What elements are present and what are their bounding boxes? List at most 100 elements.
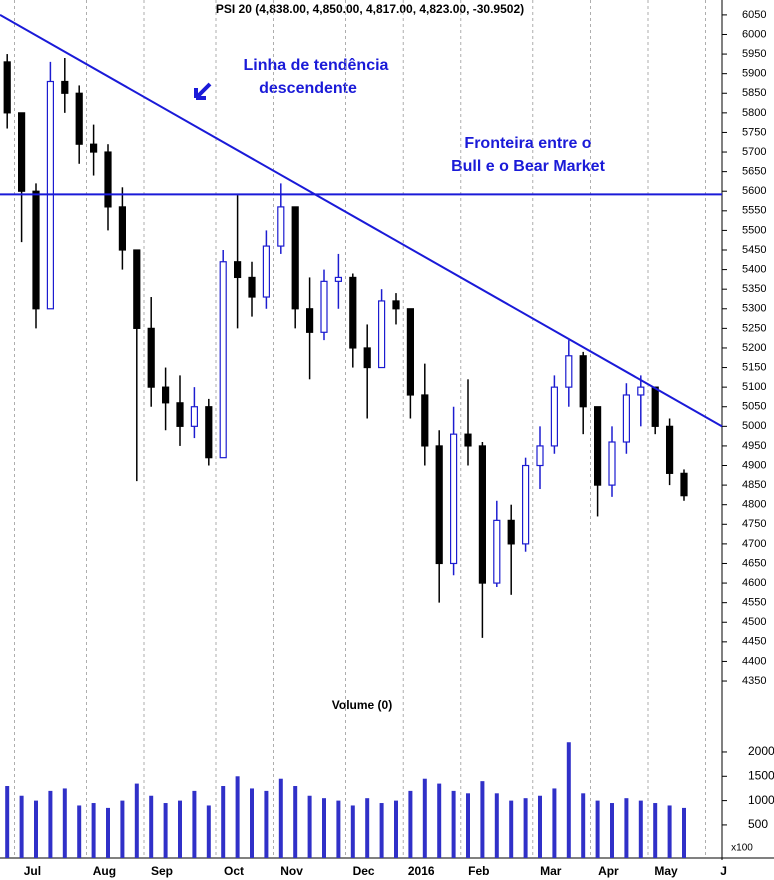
x-tick-label: May bbox=[654, 864, 678, 878]
volume-bar bbox=[466, 793, 470, 858]
volume-bar bbox=[192, 790, 197, 858]
volume-bar bbox=[682, 807, 686, 858]
candle-body bbox=[248, 276, 256, 298]
candle-body bbox=[176, 402, 184, 427]
y-tick-label: 5600 bbox=[742, 185, 766, 197]
volume-bar bbox=[221, 786, 226, 858]
volume-bar bbox=[437, 783, 442, 858]
volume-bar bbox=[624, 798, 629, 858]
volume-bar bbox=[336, 800, 341, 858]
candle-body bbox=[378, 300, 386, 369]
candle-body bbox=[478, 445, 486, 584]
candle-body bbox=[450, 433, 458, 565]
y-tick-label: 5550 bbox=[742, 205, 766, 217]
trend-line bbox=[0, 14, 723, 428]
candle-body bbox=[205, 406, 213, 459]
candle-body bbox=[277, 206, 285, 247]
y-tick-label: 4750 bbox=[742, 518, 766, 530]
y-tick-label: 5850 bbox=[742, 87, 766, 99]
x-tick-label: Jul bbox=[24, 864, 41, 878]
volume-bar bbox=[566, 742, 571, 858]
candle-body bbox=[219, 261, 227, 459]
y-tick-label: 2000 bbox=[748, 744, 774, 758]
candle-body bbox=[363, 347, 371, 369]
volume-bar bbox=[149, 795, 154, 858]
candle-body bbox=[593, 406, 602, 486]
y-tick-label: 4850 bbox=[742, 479, 766, 491]
y-tick-label: 5300 bbox=[742, 303, 766, 315]
volume-bar bbox=[638, 800, 643, 858]
candle-body bbox=[234, 261, 242, 279]
volume-bar bbox=[667, 805, 672, 858]
y-tick-label: 4450 bbox=[742, 636, 766, 648]
candle-body bbox=[565, 355, 573, 388]
volume-bar bbox=[365, 798, 370, 858]
volume-bar bbox=[34, 800, 38, 858]
y-tick-label: 4700 bbox=[742, 538, 766, 550]
volume-bar bbox=[206, 805, 211, 858]
volume-unit: x100 bbox=[731, 843, 753, 854]
y-tick-label: 500 bbox=[748, 817, 768, 831]
candle-body bbox=[32, 190, 40, 310]
volume-bar bbox=[307, 795, 312, 858]
y-tick-label: 5150 bbox=[742, 361, 766, 373]
chart-title: PSI 20 (4,838.00, 4,850.00, 4,817.00, 4,… bbox=[216, 2, 524, 16]
candle-body bbox=[306, 308, 314, 333]
y-tick-label: 5800 bbox=[742, 107, 766, 119]
volume-bar bbox=[134, 783, 139, 858]
y-tick-label: 4550 bbox=[742, 597, 766, 609]
y-tick-label: 6050 bbox=[742, 9, 766, 21]
volume-bar bbox=[264, 790, 269, 858]
volume-bar bbox=[422, 778, 427, 858]
volume-bar bbox=[394, 800, 398, 858]
volume-bar bbox=[480, 781, 485, 858]
x-tick-label: Aug bbox=[93, 864, 116, 878]
volume-bar bbox=[77, 805, 82, 858]
volume-bar bbox=[538, 795, 542, 858]
candle-body bbox=[262, 245, 270, 298]
annotation: descendente bbox=[259, 80, 357, 97]
volume-bar bbox=[610, 803, 614, 858]
volume-bar bbox=[19, 795, 24, 858]
candle-body bbox=[550, 386, 559, 447]
candle-body bbox=[464, 433, 472, 447]
y-tick-label: 4900 bbox=[742, 459, 766, 471]
candle-body bbox=[61, 80, 69, 94]
y-tick-label: 5900 bbox=[742, 68, 766, 80]
candle-body bbox=[349, 276, 357, 349]
annotation: Fronteira entre o bbox=[464, 135, 591, 152]
volume-bar bbox=[278, 778, 283, 858]
y-tick-label: 5450 bbox=[742, 244, 766, 256]
candle-body bbox=[162, 386, 170, 404]
y-tick-label: 5000 bbox=[742, 420, 766, 432]
volume-bar bbox=[322, 798, 326, 858]
y-tick-label: 5700 bbox=[742, 146, 766, 158]
volume-bar bbox=[595, 800, 600, 858]
volume-bar bbox=[653, 803, 658, 858]
candle-body bbox=[18, 112, 26, 192]
volume-bar bbox=[120, 800, 125, 858]
annotation: Bull e o Bear Market bbox=[451, 158, 606, 175]
annotation: Linha de tendência bbox=[244, 57, 389, 74]
candle-body bbox=[622, 394, 631, 443]
candle-body bbox=[536, 445, 544, 467]
y-tick-label: 1500 bbox=[748, 768, 774, 782]
x-tick-label: Sep bbox=[151, 864, 173, 878]
candle-body bbox=[680, 472, 688, 497]
y-tick-label: 5350 bbox=[742, 283, 766, 295]
candle-body bbox=[334, 276, 342, 282]
volume-bar bbox=[5, 786, 10, 858]
y-tick-label: 4800 bbox=[742, 499, 766, 511]
y-tick-label: 5950 bbox=[742, 48, 766, 60]
x-tick-label: Mar bbox=[540, 864, 562, 878]
volume-bar bbox=[581, 793, 586, 858]
candle-body bbox=[147, 327, 155, 388]
candle-body bbox=[104, 151, 112, 208]
candle-body bbox=[435, 445, 443, 565]
y-tick-label: 4600 bbox=[742, 577, 766, 589]
candle-body bbox=[89, 143, 98, 153]
y-tick-label: 5250 bbox=[742, 322, 766, 334]
candle-body bbox=[291, 206, 299, 310]
candle-body bbox=[507, 519, 515, 545]
volume-bar bbox=[250, 788, 254, 858]
